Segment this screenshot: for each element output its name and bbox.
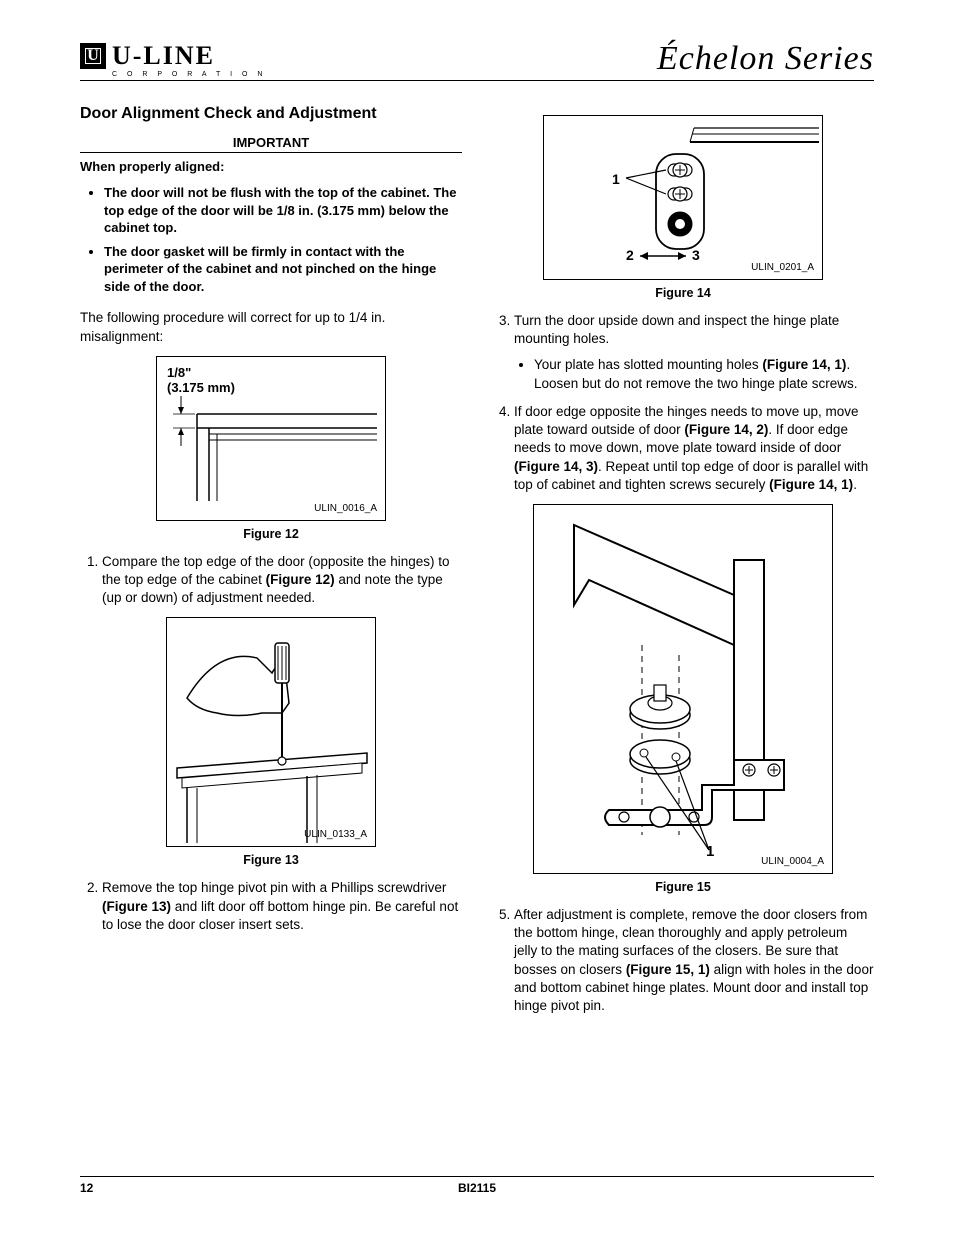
fig13-drawing-icon (167, 618, 377, 848)
important-bullets: The door will not be flush with the top … (80, 184, 462, 295)
page-footer: 12 BI2115 (80, 1176, 874, 1195)
fig12-code: ULIN_0016_A (314, 503, 377, 514)
series-title: Échelon Series (657, 40, 874, 78)
right-column: 1 2 3 ULIN_0201_A Figure 14 Turn the doo… (492, 105, 874, 1025)
steps-left-2: Remove the top hinge pivot pin with a Ph… (80, 879, 462, 934)
fig12-dim2: (3.175 mm) (167, 380, 375, 396)
fig12-drawing-icon (167, 396, 377, 501)
fig15-caption: Figure 15 (655, 880, 711, 894)
step-1: Compare the top edge of the door (opposi… (102, 553, 462, 608)
fig14-drawing-icon (544, 116, 824, 281)
important-lead: When properly aligned: (80, 159, 462, 174)
footer-model: BI2115 (80, 1181, 874, 1195)
step4-b1: (Figure 14, 2) (684, 422, 768, 437)
content-columns: Door Alignment Check and Adjustment IMPO… (80, 105, 874, 1025)
step-4: If door edge opposite the hinges needs t… (514, 403, 874, 494)
important-bullet: The door gasket will be firmly in contac… (104, 243, 462, 296)
step2-bold: (Figure 13) (102, 899, 171, 914)
fig14-label-2: 2 (626, 247, 634, 263)
step-2: Remove the top hinge pivot pin with a Ph… (102, 879, 462, 934)
figure-15-box: 1 ULIN_0004_A (533, 504, 833, 874)
step3-sub: Your plate has slotted mounting holes (F… (534, 356, 874, 392)
figure-15: 1 ULIN_0004_A Figure 15 (492, 504, 874, 894)
figure-13-box: ULIN_0133_A (166, 617, 376, 847)
step3-sub-pre: Your plate has slotted mounting holes (534, 357, 762, 372)
figure-12-box: 1/8" (3.175 mm) (156, 356, 386, 521)
step4-p4: . (853, 477, 857, 492)
step4-b2: (Figure 14, 3) (514, 459, 598, 474)
step3-text: Turn the door upside down and inspect th… (514, 313, 839, 346)
steps-right-2: After adjustment is complete, remove the… (492, 906, 874, 1015)
step-5: After adjustment is complete, remove the… (514, 906, 874, 1015)
figure-14: 1 2 3 ULIN_0201_A Figure 14 (492, 115, 874, 300)
step2-pre: Remove the top hinge pivot pin with a Ph… (102, 880, 446, 895)
page-header: U U‑LINE C O R P O R A T I O N Échelon S… (80, 40, 874, 81)
important-box: IMPORTANT When properly aligned: The doo… (80, 135, 462, 295)
logo-brand-text: U‑LINE (112, 43, 266, 69)
fig14-label-3: 3 (692, 247, 700, 263)
fig14-code: ULIN_0201_A (751, 262, 814, 273)
logo-letter: U (87, 47, 99, 65)
figure-13: ULIN_0133_A Figure 13 (80, 617, 462, 867)
fig15-label-1: 1 (706, 843, 714, 860)
fig14-caption: Figure 14 (655, 286, 711, 300)
step4-b3: (Figure 14, 1) (769, 477, 853, 492)
logo-mark-icon: U (80, 43, 106, 69)
step1-bold: (Figure 12) (266, 572, 335, 587)
important-label: IMPORTANT (80, 135, 462, 153)
step-3: Turn the door upside down and inspect th… (514, 312, 874, 393)
fig15-code: ULIN_0004_A (761, 856, 824, 867)
fig13-code: ULIN_0133_A (304, 829, 367, 840)
figure-12: 1/8" (3.175 mm) (80, 356, 462, 541)
intro-paragraph: The following procedure will correct for… (80, 309, 462, 345)
steps-right: Turn the door upside down and inspect th… (492, 312, 874, 494)
figure-14-box: 1 2 3 ULIN_0201_A (543, 115, 823, 280)
logo-subtext: C O R P O R A T I O N (112, 71, 266, 78)
fig12-dim1: 1/8" (167, 365, 375, 381)
brand-logo: U U‑LINE C O R P O R A T I O N (80, 43, 266, 78)
left-column: Door Alignment Check and Adjustment IMPO… (80, 105, 462, 1025)
steps-left: Compare the top edge of the door (opposi… (80, 553, 462, 608)
fig13-caption: Figure 13 (243, 853, 299, 867)
fig15-drawing-icon (534, 505, 834, 875)
step5-b1: (Figure 15, 1) (626, 962, 710, 977)
fig14-label-1: 1 (612, 171, 620, 187)
fig12-caption: Figure 12 (243, 527, 299, 541)
step3-sub-bold: (Figure 14, 1) (762, 357, 846, 372)
important-bullet: The door will not be flush with the top … (104, 184, 462, 237)
section-title: Door Alignment Check and Adjustment (80, 105, 462, 123)
